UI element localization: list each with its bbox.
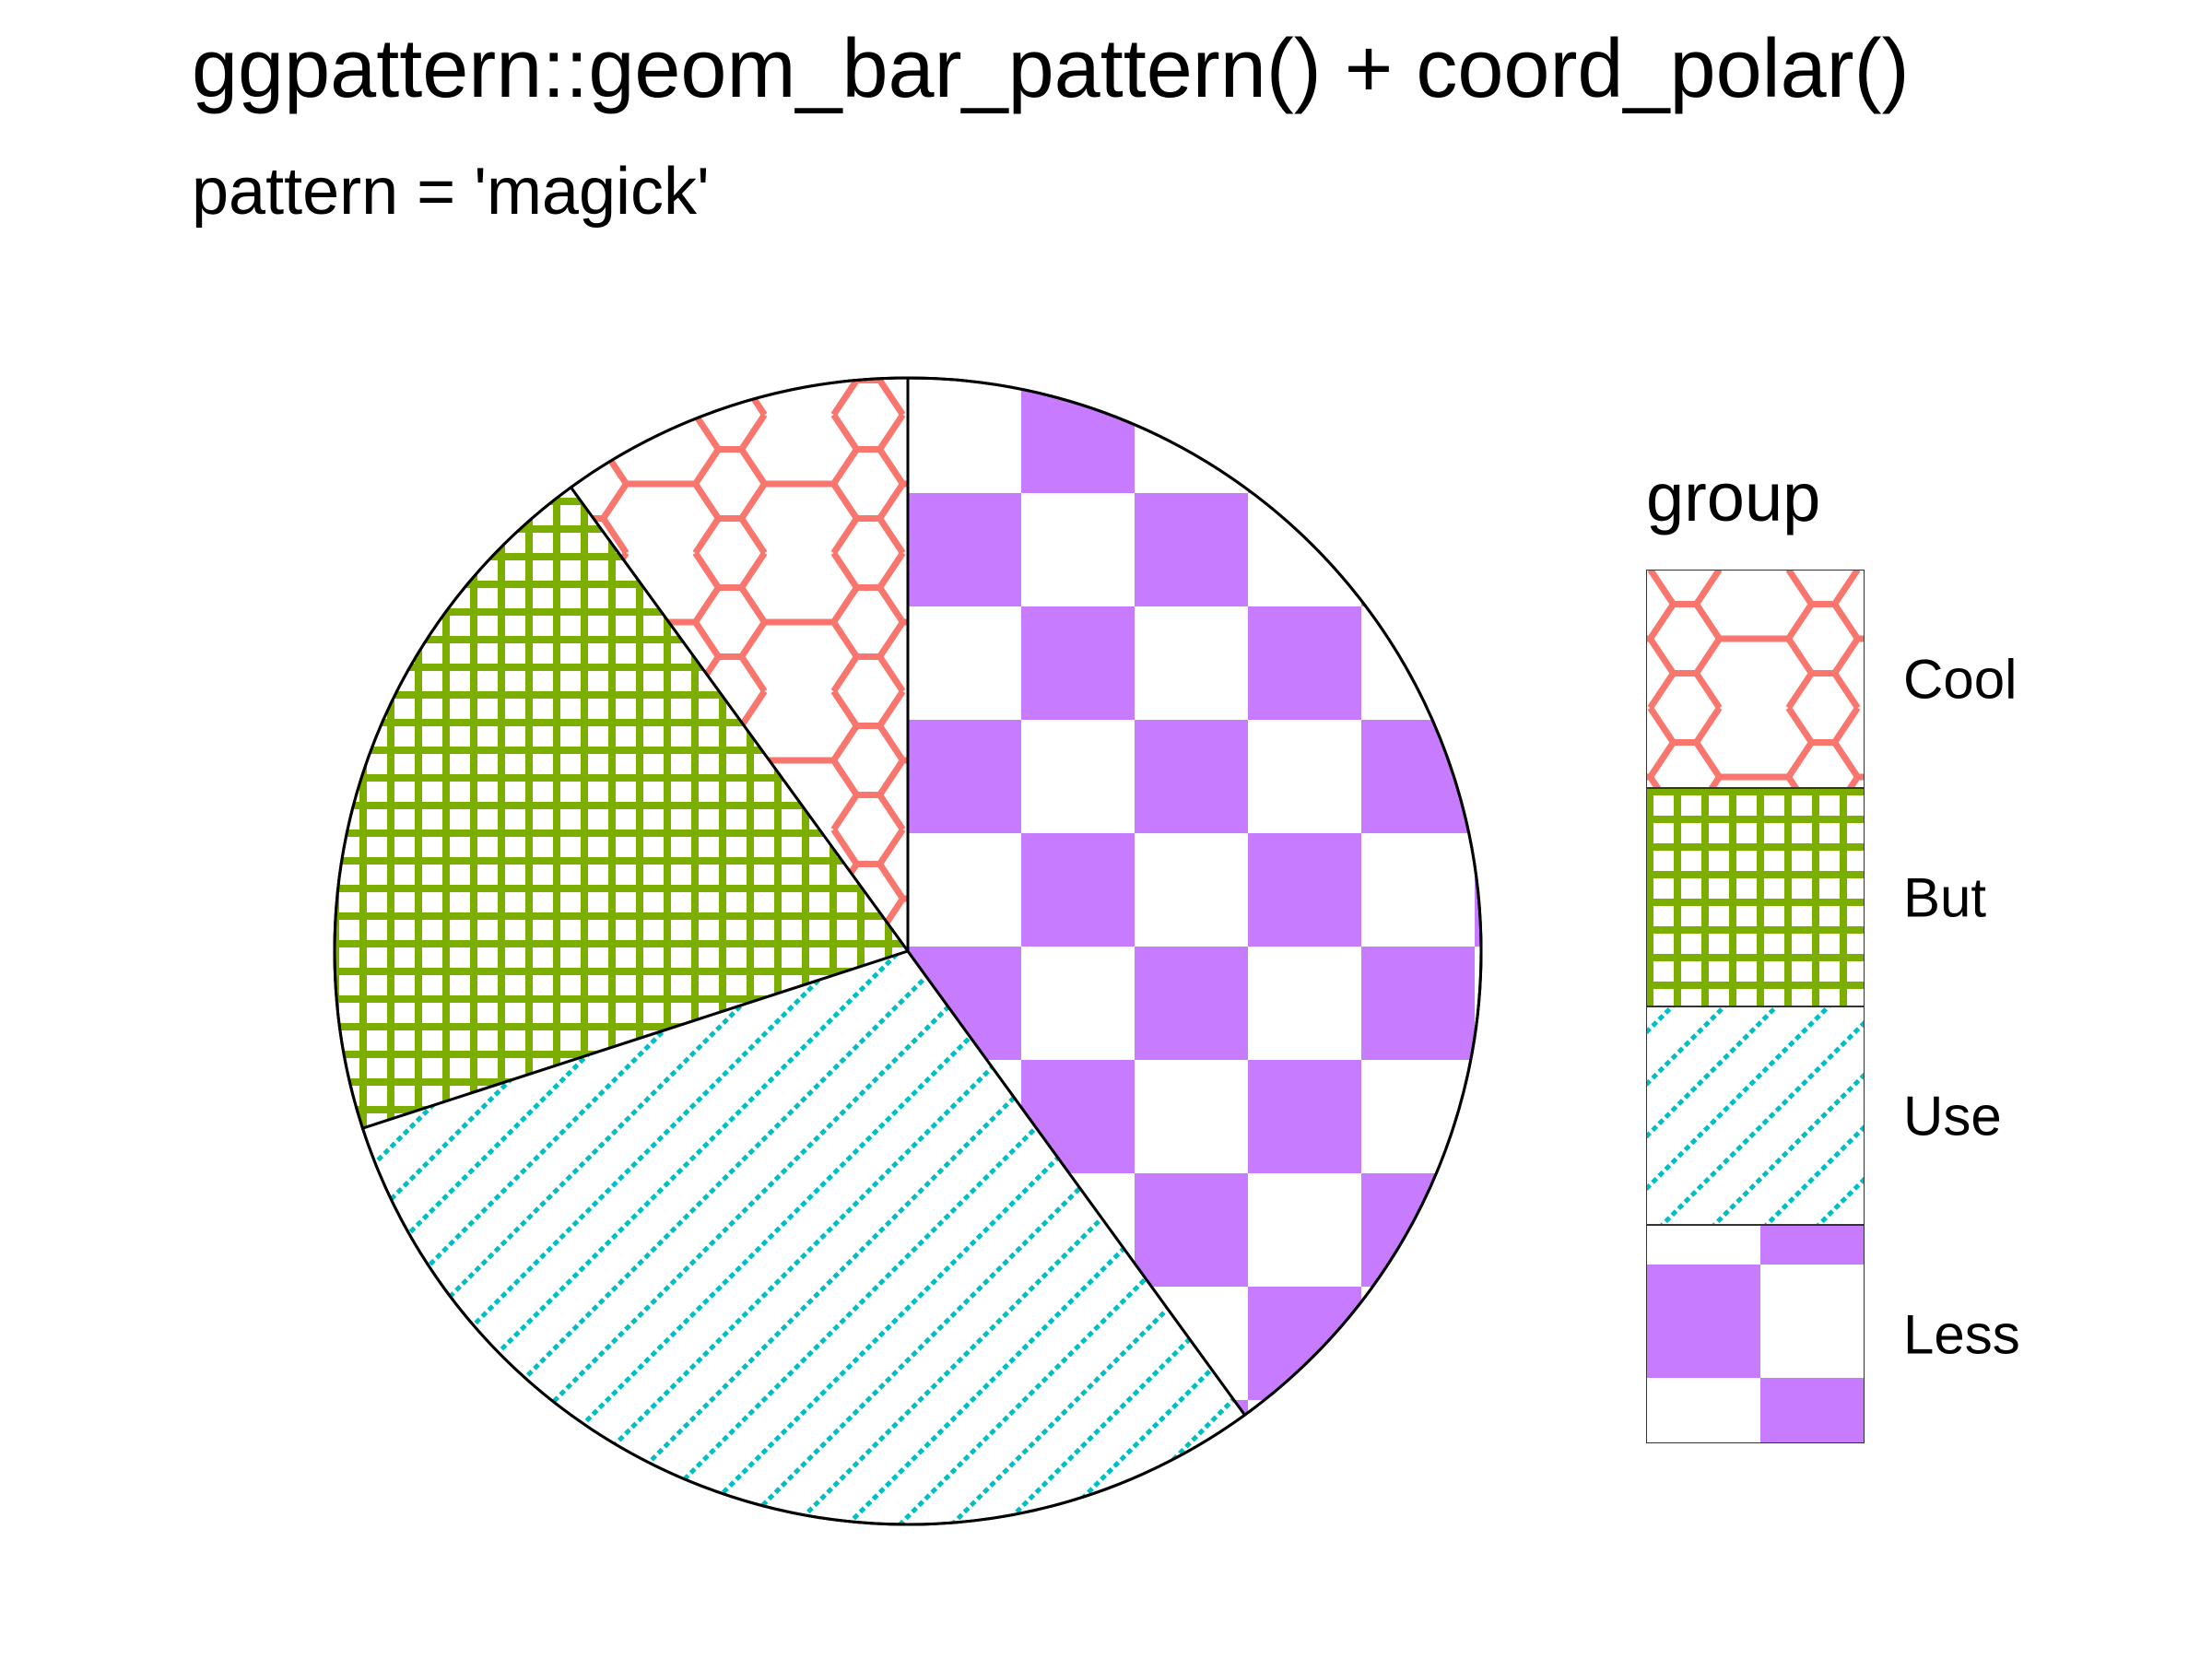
legend-key-but	[1646, 788, 1865, 1006]
legend-label-use: Use	[1903, 1086, 2002, 1147]
chart-subtitle: pattern = 'magick'	[192, 155, 710, 229]
legend-key-cool	[1646, 570, 1865, 788]
legend-title: group	[1646, 459, 1820, 535]
chart-title: ggpattern::geom_bar_pattern() + coord_po…	[192, 23, 1910, 115]
legend-label-but: But	[1903, 867, 1986, 929]
pie-outline	[333, 376, 1483, 1526]
legend-label-cool: Cool	[1903, 649, 2017, 711]
legend-key-use	[1646, 1006, 1865, 1225]
legend-key-less	[1646, 1225, 1865, 1443]
legend-label-less: Less	[1903, 1304, 2020, 1366]
